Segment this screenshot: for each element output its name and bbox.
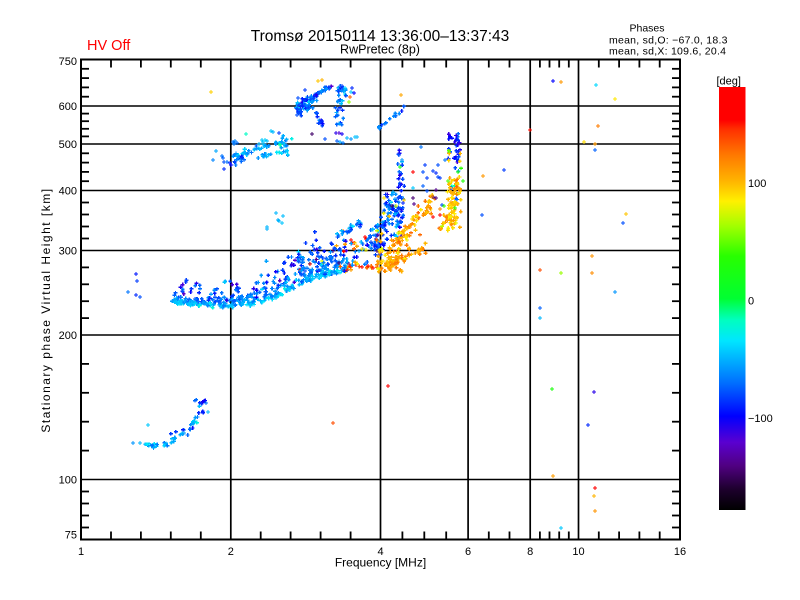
svg-text:0: 0: [748, 296, 754, 308]
svg-text:8: 8: [527, 546, 533, 558]
svg-text:2: 2: [228, 546, 234, 558]
svg-text:Frequency [MHz]: Frequency [MHz]: [335, 556, 426, 570]
svg-text:200: 200: [59, 330, 77, 342]
svg-text:6: 6: [465, 546, 471, 558]
svg-text:mean, sd,O: −67.0, 18.3: mean, sd,O: −67.0, 18.3: [609, 35, 728, 47]
svg-text:Phases: Phases: [629, 23, 664, 35]
svg-text:600: 600: [59, 101, 77, 113]
svg-text:16: 16: [674, 546, 686, 558]
svg-text:mean, sd,X: 109.6, 20.4: mean, sd,X: 109.6, 20.4: [609, 46, 726, 58]
svg-text:750: 750: [59, 56, 77, 68]
svg-text:500: 500: [59, 139, 77, 151]
svg-text:RwPretec (8p): RwPretec (8p): [340, 43, 420, 57]
svg-text:1: 1: [78, 546, 84, 558]
svg-text:400: 400: [59, 186, 77, 198]
svg-text:HV Off: HV Off: [87, 38, 131, 54]
svg-text:100: 100: [59, 475, 77, 487]
svg-text:100: 100: [748, 178, 766, 190]
svg-text:Stationary phase Virtual Heigh: Stationary phase Virtual Height [km]: [39, 187, 53, 432]
svg-text:[deg]: [deg]: [717, 76, 741, 88]
svg-text:Tromsø 20150114 13:36:00–13:37: Tromsø 20150114 13:36:00–13:37:43: [251, 28, 510, 45]
svg-text:10: 10: [572, 546, 584, 558]
svg-text:75: 75: [65, 530, 77, 542]
svg-text:−100: −100: [748, 413, 773, 425]
svg-text:300: 300: [59, 246, 77, 258]
svg-text:4: 4: [377, 546, 383, 558]
